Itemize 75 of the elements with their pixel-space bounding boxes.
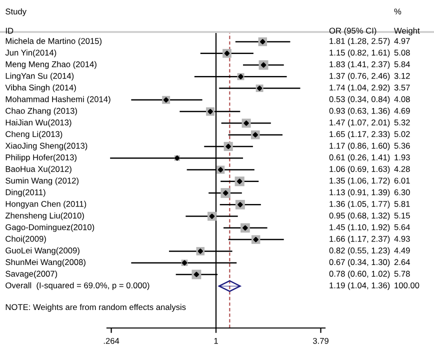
text: 1.17 (0.86, 1.60) xyxy=(330,142,390,150)
y-tick-label: Meng Meng Zhao (2014) xyxy=(6,61,96,69)
y-tick-label: Zhensheng Liu(2010) xyxy=(5,212,84,220)
text: 5.32 xyxy=(394,120,410,126)
y-tick-label: XiaoJing Sheng(2013) xyxy=(5,142,88,150)
text: 3.57 xyxy=(394,84,410,91)
y-tick-label: Jun Yin(2014) xyxy=(5,49,56,58)
y-tick-label: Chao Zhang (2013) xyxy=(6,108,77,116)
y-tick-label: Sumin Wang (2012) xyxy=(6,177,78,186)
text: 4.69 xyxy=(394,108,410,114)
text: 6.30 xyxy=(394,189,410,196)
text: 0.82 (0.55, 1.23) xyxy=(329,247,390,256)
y-tick-label: Savage(2007) xyxy=(6,270,58,278)
text: 4.93 xyxy=(394,236,410,242)
text: 1.74 (1.04, 2.92) xyxy=(330,84,390,92)
y-tick-label: Michela de Martino (2015) xyxy=(6,38,102,46)
text: 5.02 xyxy=(394,131,410,138)
text: 3.12 xyxy=(394,72,410,79)
y-tick-label: ShunMei Wang(2008) xyxy=(6,258,86,267)
text: 5.64 xyxy=(394,224,410,230)
text: 1.19 (1.04, 1.36) xyxy=(330,282,390,290)
text: OR (95% CI) xyxy=(329,28,376,36)
x-tick-label: .264 xyxy=(104,338,120,344)
y-tick-label: Hongyan Chen (2011) xyxy=(6,200,86,209)
y-tick-label: Overall (I-squared = 69.0%, p = 0.000) xyxy=(6,282,150,290)
text: 1.47 (1.07, 2.01) xyxy=(330,119,390,128)
text: 0.95 (0.68, 1.32) xyxy=(329,212,390,220)
text: 5.15 xyxy=(394,212,410,219)
text: 100.00 xyxy=(394,282,420,288)
text: ID xyxy=(6,28,14,34)
text: 5.84 xyxy=(394,61,410,68)
text: 0.78 (0.60, 1.02) xyxy=(329,270,390,278)
text: 0.53 (0.34, 0.84) xyxy=(329,96,390,104)
text: 1.93 xyxy=(394,154,410,160)
y-tick-label: GuoLei Wang(2009) xyxy=(6,247,80,256)
text: 1.37 (0.76, 2.46) xyxy=(330,72,390,81)
y-tick-label: HaiJian Wu(2013) xyxy=(6,119,72,128)
text: 1.36 (1.05, 1.77) xyxy=(330,200,390,209)
x-tick-label: 3.79 xyxy=(312,338,328,344)
y-tick-label: LingYan Su (2014) xyxy=(6,72,74,81)
y-tick-label: Cheng Li(2013) xyxy=(6,130,62,139)
text: 0.67 (0.34, 1.30) xyxy=(329,258,390,267)
text: 1.66 (1.17, 2.37) xyxy=(330,236,390,244)
y-tick-label: Mohammad Hashemi (2014) xyxy=(6,96,110,104)
text: 1.65 (1.17, 2.33) xyxy=(330,130,390,139)
text: 1.81 (1.28, 2.57) xyxy=(330,38,390,46)
text: 0.93 (0.63, 1.36) xyxy=(329,108,390,116)
text: % xyxy=(394,8,402,14)
text: 5.08 xyxy=(394,50,410,56)
text: NOTE: Weights are from random effects analysis xyxy=(6,304,186,312)
text: 4.08 xyxy=(394,96,410,102)
text: 1.13 (0.91, 1.39) xyxy=(330,189,390,197)
text: 1.83 (1.41, 2.37) xyxy=(330,61,390,69)
text: 2.64 xyxy=(394,259,410,266)
text: Study xyxy=(6,8,26,16)
text: 1.06 (0.69, 1.63) xyxy=(330,166,390,174)
text: 1.15 (0.82, 1.61) xyxy=(330,49,390,58)
text: 4.97 xyxy=(394,38,410,44)
y-tick-label: Ding(2011) xyxy=(6,189,46,197)
text: 4.49 xyxy=(394,248,410,254)
text: 5.36 xyxy=(394,142,410,149)
text: 0.61 (0.26, 1.41) xyxy=(329,154,390,162)
x-tick-label: 1 xyxy=(214,338,218,344)
text: 6.01 xyxy=(394,178,410,184)
y-tick-label: Gago-Dominguez(2010) xyxy=(6,224,94,232)
y-tick-label: Philipp Hofer(2013) xyxy=(6,154,76,162)
text: 5.78 xyxy=(394,270,410,277)
text: 5.81 xyxy=(394,200,410,207)
text: Weight xyxy=(394,28,420,36)
y-tick-label: Choi(2009) xyxy=(6,236,46,244)
text: 4.28 xyxy=(394,166,410,172)
y-tick-label: Vibha Singh (2014) xyxy=(5,84,76,92)
text: 1.35 (1.06, 1.72) xyxy=(330,177,390,186)
text: 1.45 (1.10, 1.92) xyxy=(330,224,390,232)
y-tick-label: BaoHua Xu(2012) xyxy=(6,166,72,174)
